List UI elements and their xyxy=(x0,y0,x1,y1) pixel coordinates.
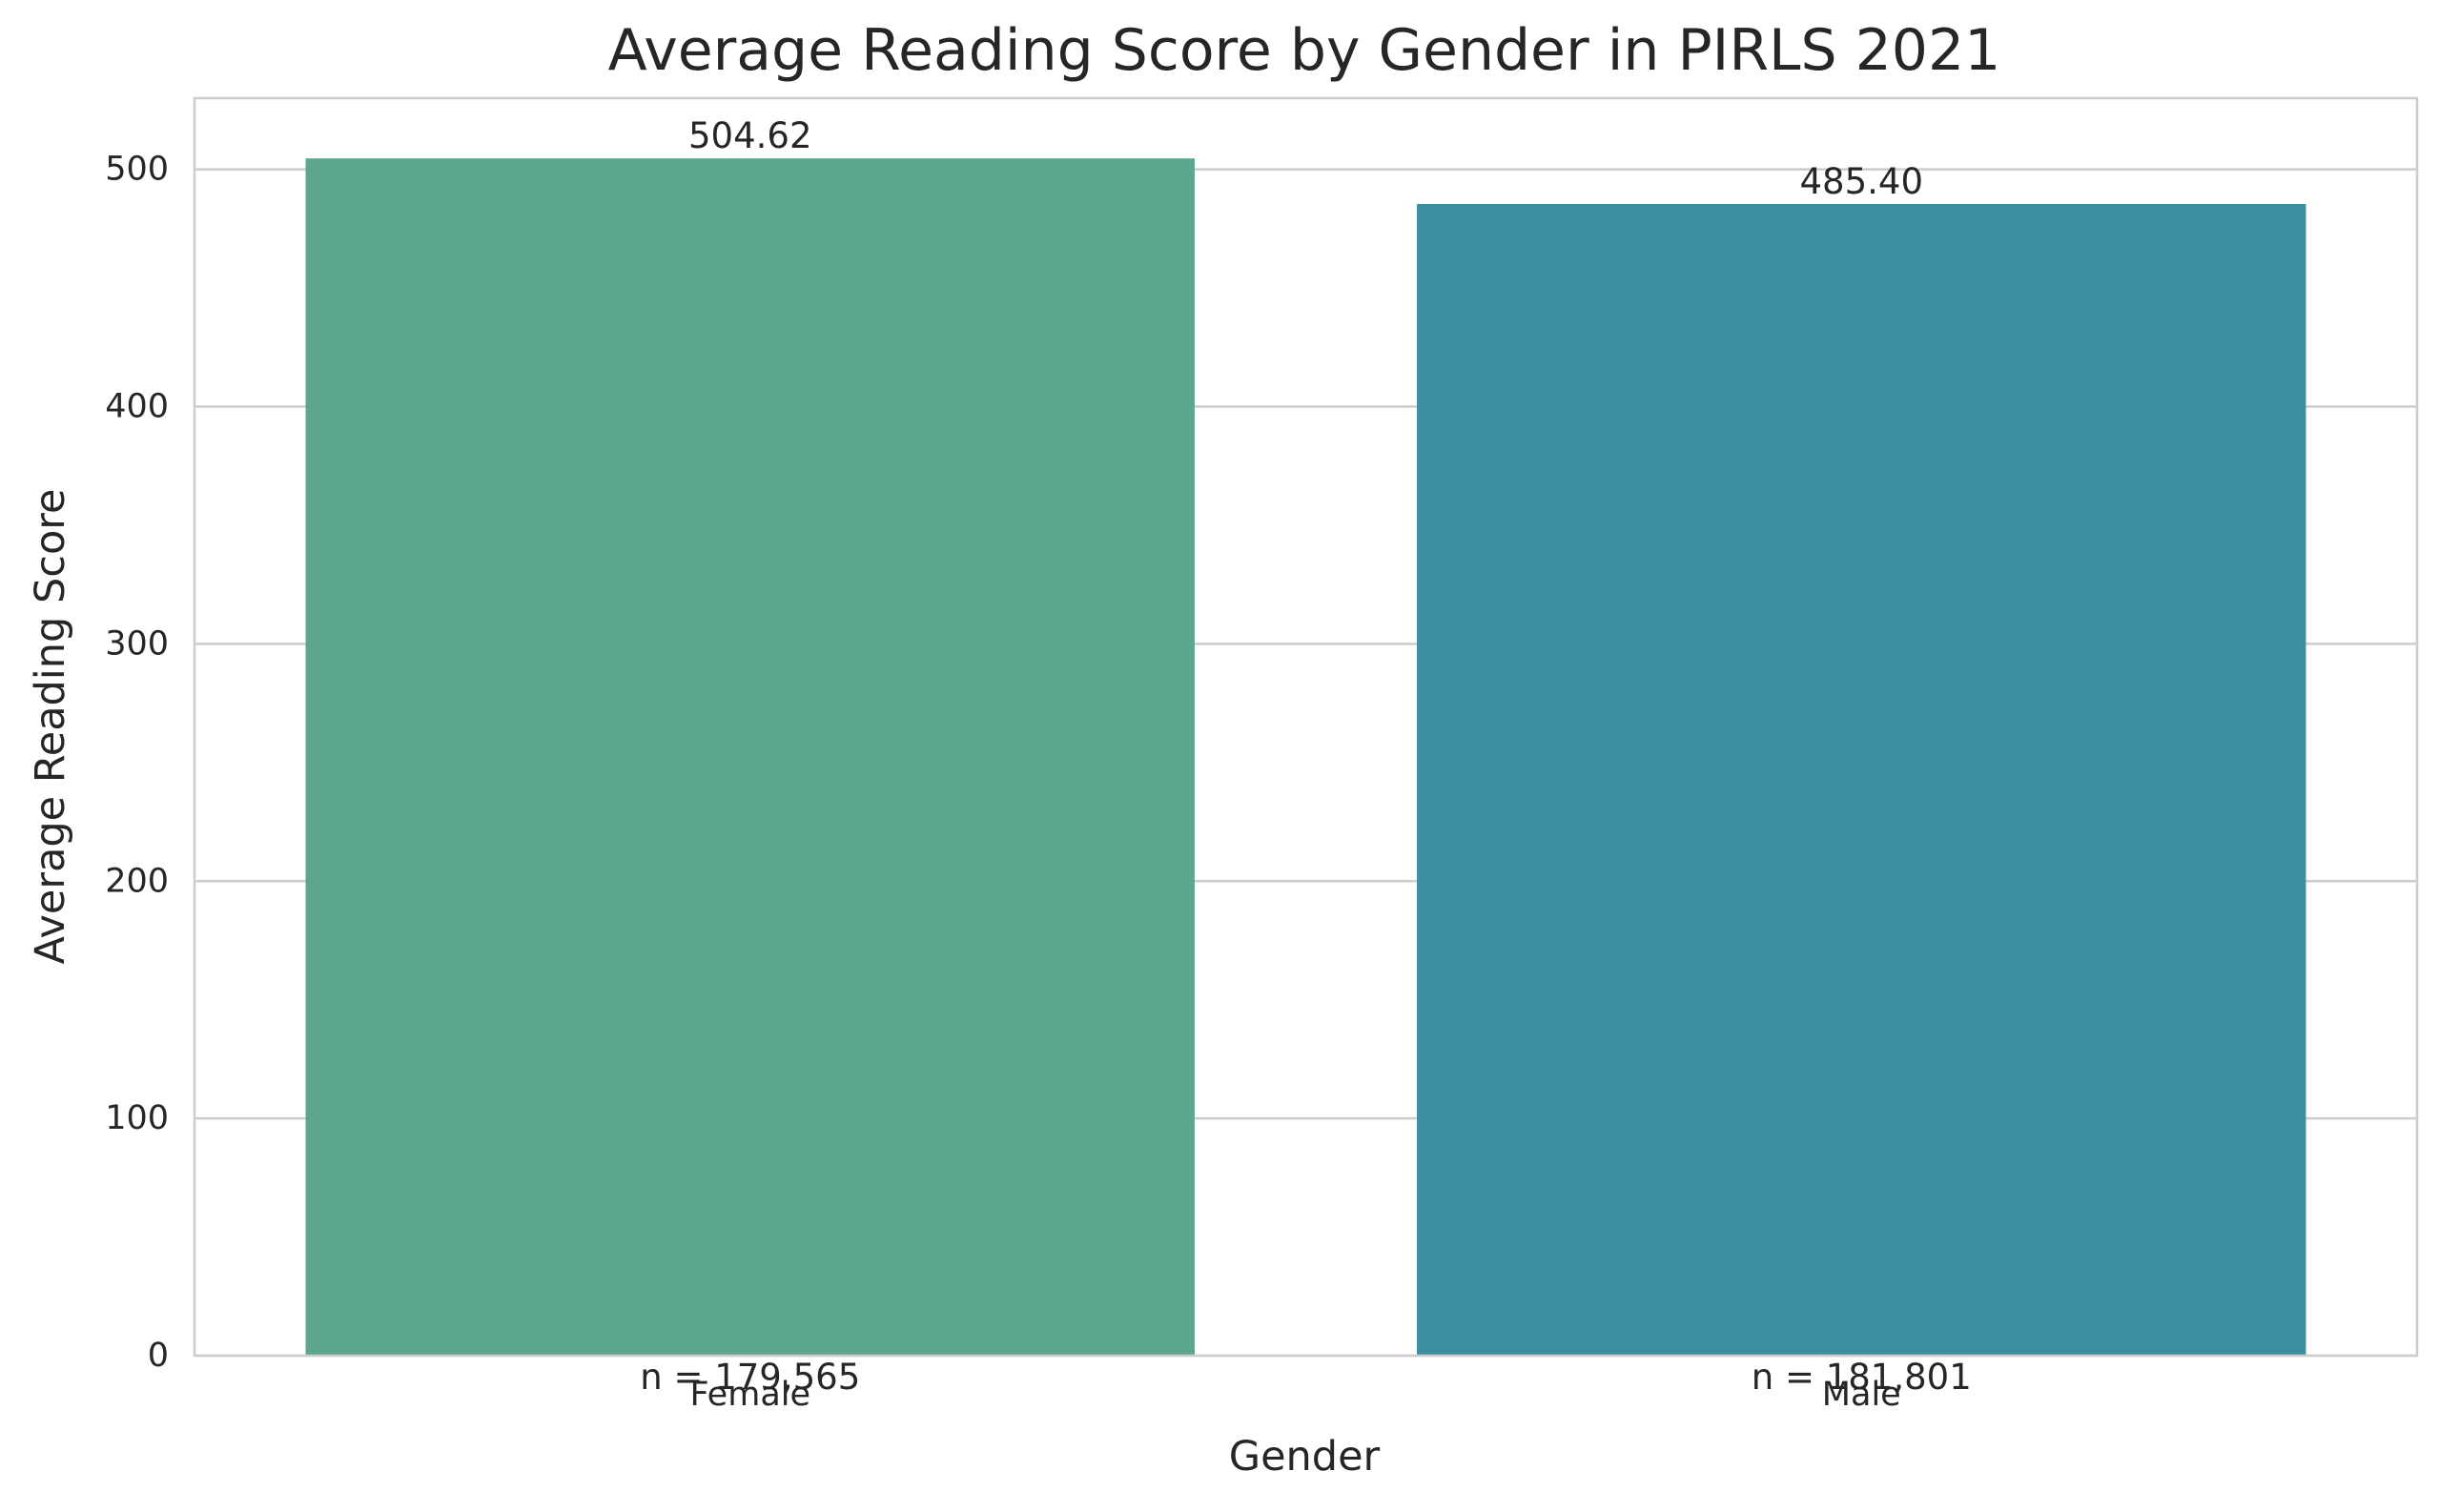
y-tick-label-0: 0 xyxy=(148,1337,169,1375)
count-label-male: n = 181,801 xyxy=(1752,1357,1972,1398)
x-axis-label: Gender xyxy=(1229,1433,1381,1481)
bar-female xyxy=(305,158,1195,1356)
value-label-male: 485.40 xyxy=(1800,161,1923,202)
x-tick-label-male: Male xyxy=(1822,1376,1901,1414)
chart-title: Average Reading Score by Gender in PIRLS… xyxy=(608,17,2001,84)
y-axis-label: Average Reading Score xyxy=(27,489,74,965)
plot-area-frame xyxy=(193,96,2419,1358)
x-tick-labels: Female Male xyxy=(689,1376,1900,1414)
y-tick-label-3: 300 xyxy=(105,624,169,663)
y-tick-labels: 0 100 200 300 400 500 xyxy=(105,151,169,1375)
x-tick-label-female: Female xyxy=(689,1376,810,1414)
y-tick-label-1: 100 xyxy=(105,1099,169,1137)
y-tick-label-5: 500 xyxy=(105,151,169,189)
bars xyxy=(305,158,2306,1356)
count-label-female: n = 179,565 xyxy=(640,1357,860,1398)
sample-size-labels: n = 179,565 n = 181,801 xyxy=(640,1357,1971,1398)
y-tick-label-2: 200 xyxy=(105,862,169,900)
bar-value-labels: 504.62 485.40 xyxy=(688,115,1923,202)
value-label-female: 504.62 xyxy=(688,115,811,156)
y-tick-label-4: 400 xyxy=(105,388,169,426)
bar-male xyxy=(1417,203,2306,1356)
